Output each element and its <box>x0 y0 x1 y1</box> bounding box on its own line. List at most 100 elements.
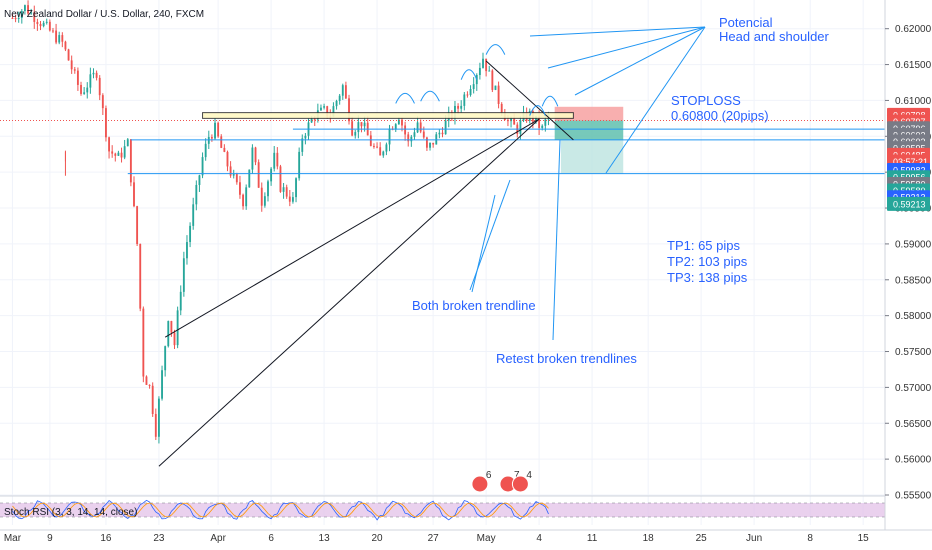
candle-body <box>463 94 466 106</box>
candle-body <box>276 152 279 167</box>
candle-body <box>226 151 229 167</box>
candle-body <box>291 197 294 202</box>
candle-body <box>126 139 129 147</box>
candle-body <box>20 11 23 18</box>
candle-body <box>23 5 26 12</box>
candle-body <box>273 152 276 169</box>
candle-body <box>488 70 491 72</box>
candle-body <box>500 103 503 113</box>
candle-body <box>36 21 39 25</box>
candle-body <box>117 152 120 156</box>
event-badge[interactable] <box>471 475 489 493</box>
candle-body <box>341 85 344 96</box>
candle-body <box>73 69 76 71</box>
trendline <box>485 60 574 141</box>
candle-body <box>354 132 357 136</box>
pointer-line <box>552 139 561 341</box>
candle-body <box>285 187 288 197</box>
candle-body <box>45 21 48 23</box>
tp1-note: TP1: 65 pips <box>667 238 740 253</box>
tp2-note: TP2: 103 pips <box>667 254 748 269</box>
candle-body <box>92 72 95 75</box>
candle-body <box>170 321 173 333</box>
candle-body <box>27 5 29 14</box>
candle-body <box>444 120 447 135</box>
candle-body <box>376 146 378 148</box>
event-badge-count: 7 <box>514 470 520 481</box>
candle-body <box>416 122 419 133</box>
candle-body <box>210 137 213 139</box>
time-tick-label: 15 <box>858 533 870 544</box>
candle-body <box>182 258 185 292</box>
candle-body <box>544 119 547 126</box>
candle-body <box>257 162 260 188</box>
time-axis[interactable]: Mar 9 16 23 Apr 6 13 20 27 May 4 11 18 25 Jun 8 15 <box>0 529 932 544</box>
price-axis[interactable]: 0.620000.615000.610000.605000.600000.595… <box>884 0 932 530</box>
candle-body <box>538 116 541 128</box>
candle-body <box>425 137 428 148</box>
time-tick-label: 4 <box>536 533 542 544</box>
candle-body <box>61 35 64 42</box>
candle-body <box>157 398 160 437</box>
candle-body <box>310 118 313 123</box>
candle-body <box>363 122 366 127</box>
price-tick-label: 0.57000 <box>895 383 932 394</box>
resistance-box <box>202 112 574 119</box>
candle-body <box>217 122 220 137</box>
pointer-line <box>471 194 496 293</box>
event-badge[interactable] <box>511 475 529 493</box>
candle-body <box>279 166 282 192</box>
candle-body <box>441 132 444 135</box>
candle-body <box>282 187 285 192</box>
candles <box>11 0 550 444</box>
candle-body <box>148 384 151 386</box>
candle-body <box>204 143 207 158</box>
price-tick-label: 0.57500 <box>895 347 932 358</box>
price-tick-label: 0.61000 <box>895 96 932 107</box>
candle-body <box>338 95 341 101</box>
candle-body <box>413 132 416 137</box>
candle-body <box>388 128 391 145</box>
candle-body <box>454 105 456 119</box>
candle-body <box>239 182 241 195</box>
candle-body <box>397 119 400 125</box>
candle-body <box>320 107 322 111</box>
price-label-value: 0.59213 <box>893 199 926 209</box>
time-tick-label: 13 <box>319 533 331 544</box>
candle-body <box>123 146 126 158</box>
price-tick-label: 0.56000 <box>895 455 932 466</box>
candle-body <box>351 121 354 136</box>
pointer-line <box>547 26 706 69</box>
candle-body <box>229 166 232 176</box>
candle-body <box>186 242 188 259</box>
candle-body <box>313 118 316 120</box>
shoulder-arc <box>485 44 506 55</box>
candle-body <box>404 125 407 135</box>
stoch-rsi-panel[interactable]: Stoch RSI (3, 3, 14, 14, close)0.00 <box>0 495 916 526</box>
price-axis-bg <box>885 0 932 530</box>
time-tick-label: 16 <box>100 533 112 544</box>
candle-body <box>482 58 484 68</box>
event-badge-count: 4 <box>526 470 532 481</box>
candle-body <box>114 153 117 156</box>
candle-body <box>33 12 36 22</box>
candle-body <box>55 30 58 43</box>
time-tick-label: 6 <box>268 533 274 544</box>
chart-grid <box>0 0 885 525</box>
candle-body <box>195 184 198 205</box>
candle-body <box>145 376 148 385</box>
candle-body <box>410 136 413 142</box>
candle-body <box>154 413 157 437</box>
time-tick-label: May <box>477 533 496 544</box>
shoulder-arc <box>541 95 559 107</box>
head-shoulder-note-line2: Head and shoulder <box>719 29 830 44</box>
chart-title: New Zealand Dollar / U.S. Dollar, 240, F… <box>4 9 204 20</box>
time-tick-label: Mar <box>4 533 22 544</box>
price-tick-label: 0.58500 <box>895 275 932 286</box>
candle-body <box>373 145 375 147</box>
time-tick-label: 18 <box>643 533 655 544</box>
candle-body <box>485 58 488 72</box>
